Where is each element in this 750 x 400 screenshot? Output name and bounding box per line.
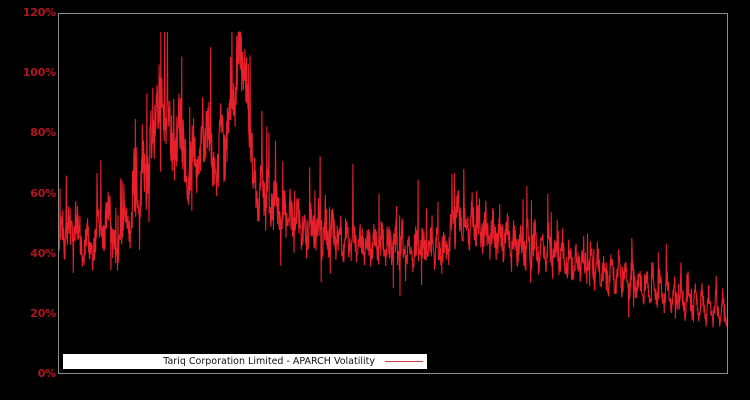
y-tick-label: 20%	[30, 306, 56, 320]
y-axis: 120% 100% 80% 60% 40% 20% 0%	[0, 0, 56, 400]
volatility-series	[59, 31, 727, 328]
y-tick-label: 40%	[30, 246, 56, 260]
y-tick-label: 80%	[30, 126, 56, 140]
y-tick-label: 120%	[22, 6, 56, 19]
series-line	[59, 31, 727, 328]
legend-line-swatch	[385, 356, 423, 367]
legend-label: Tariq Corporation Limited - APARCH Volat…	[163, 356, 375, 367]
y-tick-label: 0%	[37, 367, 56, 380]
plot-area	[58, 13, 728, 374]
legend: Tariq Corporation Limited - APARCH Volat…	[63, 354, 427, 369]
y-tick-label: 100%	[22, 66, 56, 80]
y-tick-label: 60%	[30, 186, 56, 200]
